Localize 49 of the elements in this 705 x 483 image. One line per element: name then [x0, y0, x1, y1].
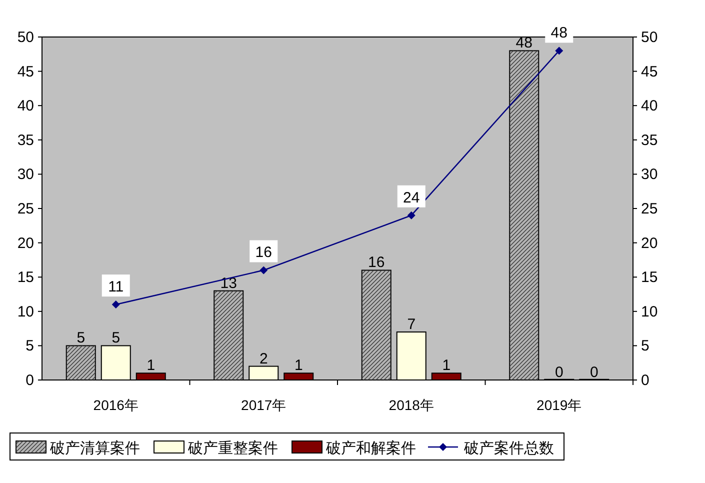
point: [407, 211, 416, 220]
data-label: 48: [516, 34, 532, 52]
y-tick-label: 45: [17, 63, 34, 80]
data-label: 24: [403, 189, 420, 206]
data-label: 48: [550, 24, 568, 42]
data-label: 16: [255, 244, 272, 262]
x-tick-label: 2016年: [93, 397, 138, 413]
y-tick-label: 40: [17, 98, 34, 115]
y2-tick-label: 20: [641, 234, 658, 252]
y2-tick-label: 30: [641, 166, 658, 184]
data-label: 16: [368, 254, 385, 272]
y-tick-label: 5: [26, 338, 34, 355]
y2-tick-label: 10: [641, 303, 658, 320]
data-label: 1: [146, 357, 156, 374]
x-tick-label: 2017年: [241, 397, 286, 413]
y-tick-label: 20: [17, 234, 34, 252]
data-label: 5: [76, 330, 86, 347]
y2-tick-label: 15: [641, 269, 658, 286]
y-tick-label: 25: [17, 200, 34, 218]
y2-tick-label: 40: [641, 98, 658, 115]
data-label: 1: [442, 357, 451, 374]
y2-tick-label: 50: [641, 29, 658, 46]
legend-label: 破产重整案件: [187, 440, 278, 457]
y-tick-label: 30: [17, 166, 34, 184]
y-tick-label: 35: [17, 132, 34, 149]
data-label: 1: [294, 357, 303, 374]
y-tick-label: 0: [26, 372, 34, 389]
point: [260, 266, 268, 274]
x-tick-label: 2019年: [536, 397, 582, 413]
y2-tick-label: 45: [641, 63, 658, 80]
y2-tick-label: 25: [641, 200, 658, 218]
y-tick-label: 15: [17, 269, 34, 286]
y2-tick-label: 0: [641, 372, 650, 389]
legend-label: 破产案件总数: [463, 440, 554, 457]
y-tick-label: 10: [17, 303, 34, 320]
legend-label: 破产和解案件: [325, 440, 416, 457]
y-tick-label: 50: [17, 29, 34, 46]
legend-label: 破产清算案件: [49, 440, 140, 457]
data-label: 5: [112, 330, 120, 347]
x-tick-label: 2018年: [388, 397, 434, 413]
y2-tick-label: 35: [641, 132, 658, 149]
data-label: 11: [108, 278, 124, 296]
data-label: 7: [407, 316, 416, 333]
data-label: 0: [554, 364, 564, 381]
y2-tick-label: 5: [641, 338, 650, 355]
point: [112, 300, 120, 309]
point: [555, 46, 564, 55]
data-label: 0: [590, 364, 598, 381]
data-label: 2: [259, 350, 268, 368]
